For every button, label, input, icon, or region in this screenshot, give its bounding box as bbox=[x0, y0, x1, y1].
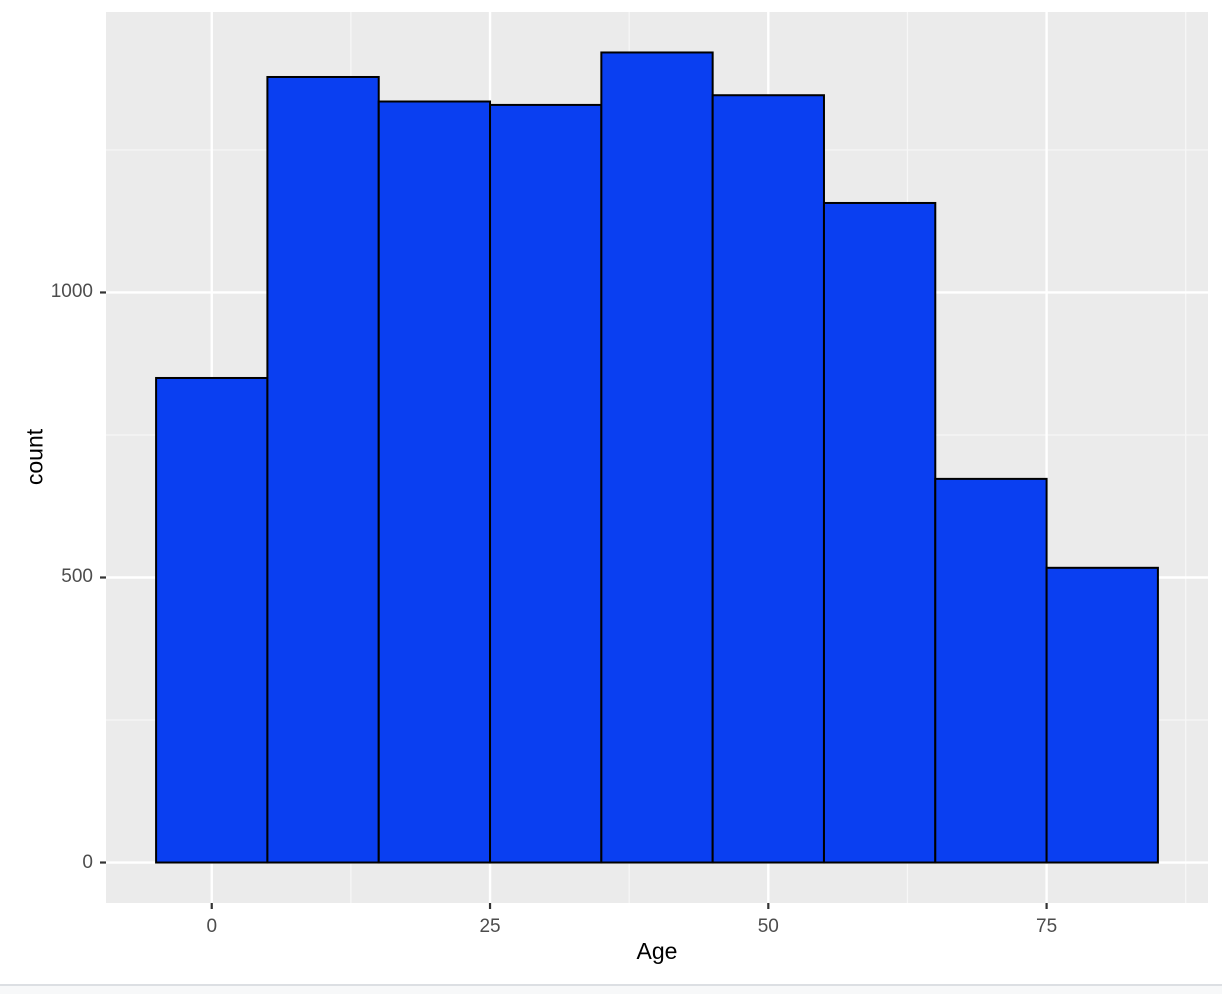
x-axis-title: Age bbox=[636, 938, 678, 964]
x-tick-label: 0 bbox=[206, 916, 218, 937]
window-bottom-divider bbox=[0, 984, 1222, 986]
histogram-bar bbox=[711, 94, 825, 864]
y-axis-title: count bbox=[21, 428, 48, 486]
histogram-bar bbox=[934, 477, 1048, 864]
y-tick-label: 1000 bbox=[50, 281, 93, 303]
y-tick-label: 500 bbox=[61, 566, 93, 588]
histogram-bar bbox=[1045, 566, 1159, 864]
x-tick-label: 75 bbox=[1036, 916, 1058, 937]
x-tick-label: 25 bbox=[479, 916, 501, 937]
y-tick-label: 0 bbox=[82, 851, 93, 873]
histogram-bar bbox=[155, 376, 269, 864]
histogram-bar bbox=[266, 75, 380, 864]
histogram-bar bbox=[377, 100, 492, 864]
histogram-bar bbox=[489, 103, 603, 864]
x-tick-label: 50 bbox=[757, 916, 779, 937]
window-bottom-strip bbox=[0, 986, 1222, 994]
histogram-bar bbox=[600, 51, 714, 864]
histogram-bar bbox=[822, 201, 937, 864]
